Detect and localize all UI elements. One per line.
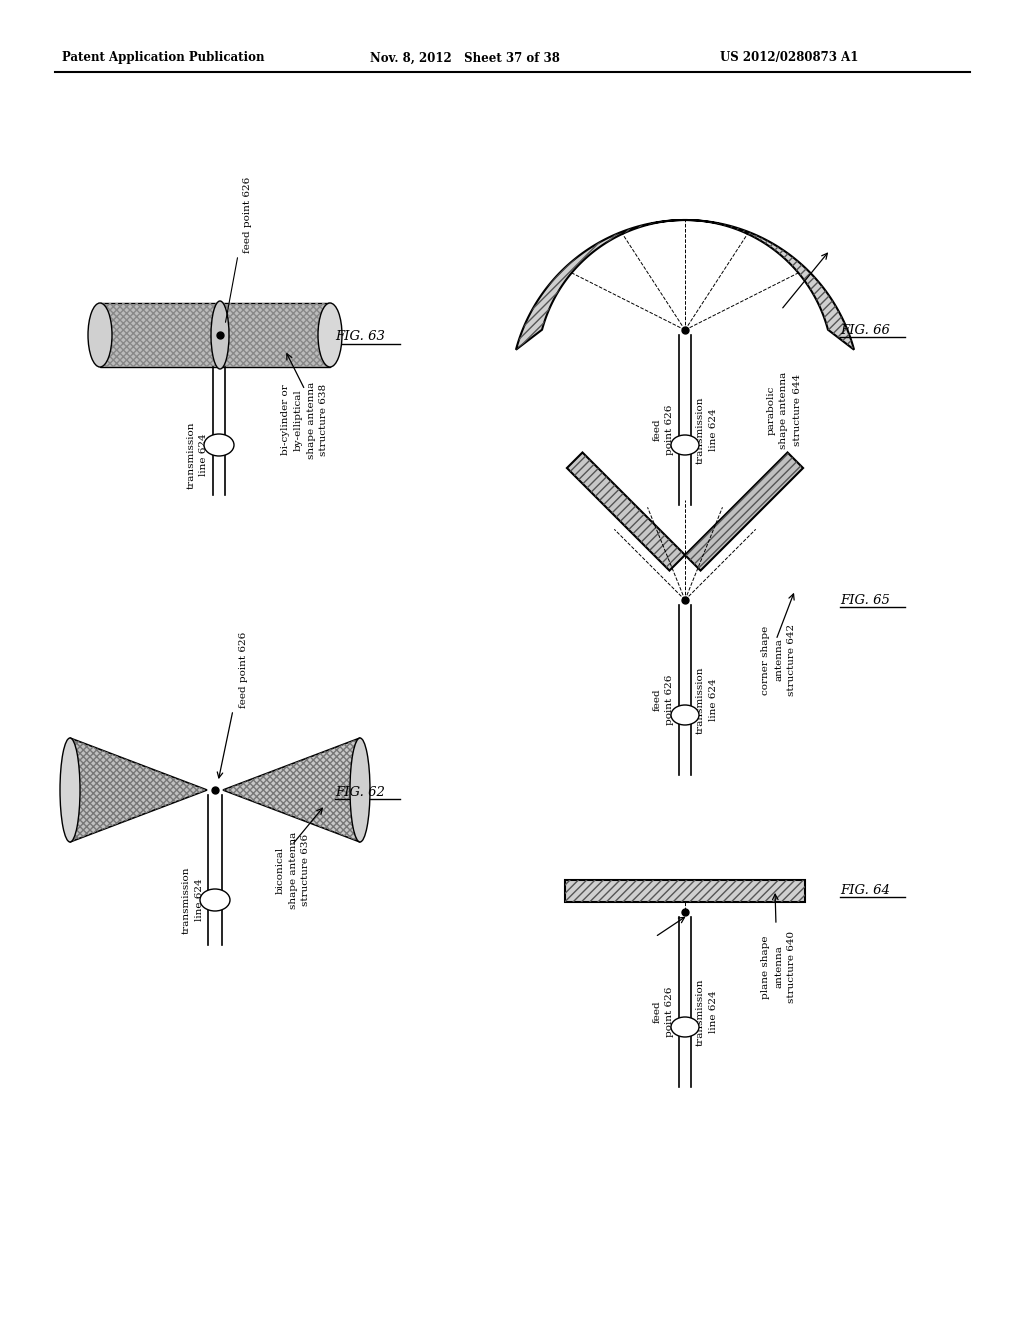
Ellipse shape xyxy=(318,304,342,367)
Text: structure 640: structure 640 xyxy=(787,931,797,1003)
Polygon shape xyxy=(567,453,685,570)
Text: feed: feed xyxy=(652,689,662,711)
Ellipse shape xyxy=(671,1016,699,1038)
Text: plane shape: plane shape xyxy=(762,936,770,999)
Text: shape antenna: shape antenna xyxy=(306,381,315,458)
Text: feed: feed xyxy=(652,418,662,441)
Text: transmission: transmission xyxy=(695,978,705,1045)
Ellipse shape xyxy=(88,304,112,367)
Text: structure 638: structure 638 xyxy=(319,384,329,457)
Text: FIG. 63: FIG. 63 xyxy=(335,330,385,343)
Ellipse shape xyxy=(671,436,699,455)
Text: shape antenna: shape antenna xyxy=(289,832,298,908)
Text: line 624: line 624 xyxy=(195,879,204,921)
Text: shape antenna: shape antenna xyxy=(779,371,788,449)
Text: line 624: line 624 xyxy=(709,991,718,1034)
Text: antenna: antenna xyxy=(774,639,783,681)
Text: US 2012/0280873 A1: US 2012/0280873 A1 xyxy=(720,51,858,65)
Polygon shape xyxy=(223,738,360,842)
Text: structure 644: structure 644 xyxy=(793,374,802,446)
Bar xyxy=(100,304,330,367)
Ellipse shape xyxy=(671,705,699,725)
Ellipse shape xyxy=(204,434,234,455)
Text: feed point 626: feed point 626 xyxy=(244,177,253,253)
Ellipse shape xyxy=(211,301,229,370)
Text: line 624: line 624 xyxy=(200,434,209,477)
Text: point 626: point 626 xyxy=(666,405,675,455)
Text: transmission: transmission xyxy=(186,421,196,488)
Polygon shape xyxy=(70,738,207,842)
Text: structure 636: structure 636 xyxy=(301,834,310,906)
Text: structure 642: structure 642 xyxy=(787,624,797,696)
Text: FIG. 62: FIG. 62 xyxy=(335,785,385,799)
Polygon shape xyxy=(685,453,803,570)
Bar xyxy=(565,880,805,902)
Bar xyxy=(100,304,330,367)
Text: feed point 626: feed point 626 xyxy=(239,632,248,708)
Ellipse shape xyxy=(350,738,370,842)
Text: bi-cylinder or: bi-cylinder or xyxy=(281,384,290,455)
Text: line 624: line 624 xyxy=(709,678,718,721)
Ellipse shape xyxy=(60,738,80,842)
Text: feed: feed xyxy=(652,1001,662,1023)
Text: Nov. 8, 2012   Sheet 37 of 38: Nov. 8, 2012 Sheet 37 of 38 xyxy=(370,51,560,65)
Text: biconical: biconical xyxy=(275,846,285,894)
Text: Patent Application Publication: Patent Application Publication xyxy=(62,51,264,65)
Text: point 626: point 626 xyxy=(666,675,675,725)
Text: transmission: transmission xyxy=(695,396,705,463)
Text: by-elliptical: by-elliptical xyxy=(294,389,302,451)
Text: transmission: transmission xyxy=(695,667,705,734)
Text: line 624: line 624 xyxy=(709,409,718,451)
Text: FIG. 65: FIG. 65 xyxy=(840,594,890,606)
Text: transmission: transmission xyxy=(181,866,190,933)
Text: parabolic: parabolic xyxy=(767,385,775,434)
Text: point 626: point 626 xyxy=(666,987,675,1038)
Bar xyxy=(565,880,805,902)
Text: antenna: antenna xyxy=(774,945,783,989)
Text: FIG. 64: FIG. 64 xyxy=(840,883,890,896)
Polygon shape xyxy=(516,220,854,350)
Ellipse shape xyxy=(200,888,230,911)
Text: corner shape: corner shape xyxy=(762,626,770,694)
Text: FIG. 66: FIG. 66 xyxy=(840,323,890,337)
